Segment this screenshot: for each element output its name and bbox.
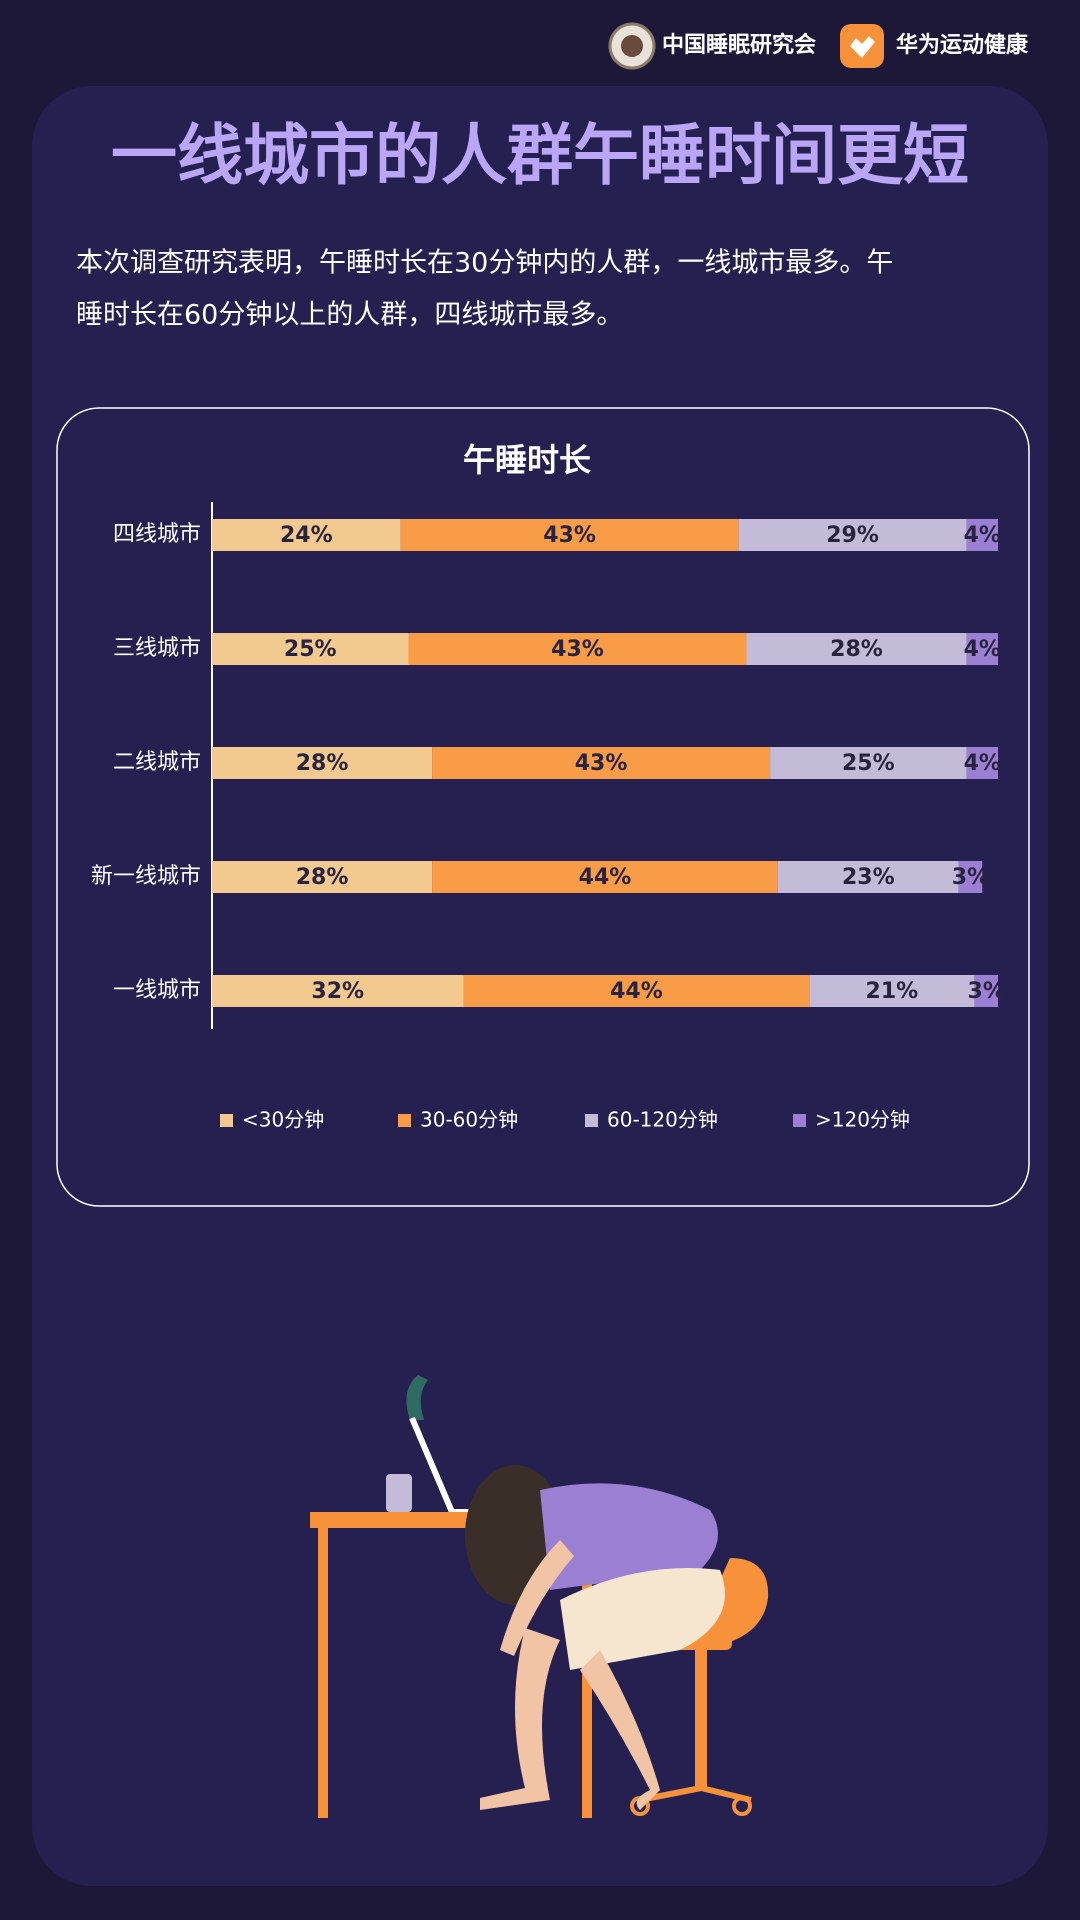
data-label: 21% [866,979,919,1004]
bar-segment [777,861,959,893]
legend-swatch [220,1114,233,1127]
data-label: 28% [830,637,883,662]
bar-segment [770,747,967,779]
data-label: 44% [579,865,632,890]
legend-swatch [398,1114,411,1127]
bar-segment [974,975,998,1007]
legend-swatch [585,1114,598,1127]
category-label: 四线城市 [113,522,201,547]
legend-label: 30-60分钟 [420,1108,518,1132]
bar-segment [958,861,983,893]
chair-wheel [732,1796,752,1816]
illustration [310,1375,769,1818]
category-label: 新一线城市 [91,864,201,889]
org-name: 中国睡眠研究会 [662,32,816,58]
brand-name: 华为运动健康 [896,32,1029,58]
bar-segment [212,747,433,779]
data-label: 44% [610,979,663,1004]
chart: 四线城市 24% 43% 29% 4% 三线城市 25% 43% 28% 4% 二线城市 28% 43%… [91,519,1005,1132]
data-label: 29% [826,523,879,548]
bar-segment [738,519,967,551]
legend-label: 60-120分钟 [607,1108,718,1132]
chart-title: 午睡时长 [463,441,591,479]
data-label: 25% [284,637,337,662]
bar-segment [212,519,401,551]
data-label: 4% [964,637,1001,662]
bar-segment [966,747,998,779]
chair-base [639,1784,752,1803]
legend-swatch [793,1114,806,1127]
data-label: 4% [964,751,1001,776]
leg [580,1650,660,1810]
data-label: 43% [551,637,604,662]
page-title: 一线城市的人群午睡时间更短 [111,117,969,194]
bar-segment [212,861,433,893]
data-label: 23% [842,865,895,890]
description-line: 本次调查研究表明，午睡时长在30分钟内的人群，一线城市最多。午 [76,248,893,279]
leg [480,1628,560,1810]
legend-label: >120分钟 [815,1108,910,1132]
bar-segment [966,633,998,665]
bar-segment [432,747,771,779]
arm [500,1540,574,1656]
category-label: 二线城市 [113,750,201,775]
category-label: 一线城市 [113,978,201,1003]
vase [386,1474,412,1512]
data-label: 28% [296,865,349,890]
bar-segment [809,975,975,1007]
data-label: 25% [842,751,895,776]
data-label: 4% [964,523,1001,548]
data-label: 43% [543,523,596,548]
bar-segment [463,975,810,1007]
data-label: 28% [296,751,349,776]
chair-pole [695,1650,707,1790]
bar-segment [400,519,739,551]
description-line: 睡时长在60分钟以上的人群，四线城市最多。 [76,300,623,331]
data-label: 3% [952,865,989,890]
chart-frame [56,407,1030,1207]
data-label: 43% [575,751,628,776]
legend-label: <30分钟 [242,1108,324,1132]
shirt [540,1483,718,1590]
data-label: 3% [968,979,1005,1004]
chair-back [698,1558,769,1648]
data-label: 32% [311,979,364,1004]
bar-segment [432,861,778,893]
bar-segment [966,519,998,551]
bar-segment [408,633,747,665]
brand-logo-mark [850,36,875,58]
category-label: 三线城市 [113,636,201,661]
bar-segment [746,633,967,665]
shorts [560,1568,725,1670]
bar-segment [212,633,409,665]
desk-leg [318,1528,328,1818]
plant [406,1375,428,1420]
org-logo-center [621,35,643,57]
data-label: 24% [280,523,333,548]
bar-segment [212,975,464,1007]
